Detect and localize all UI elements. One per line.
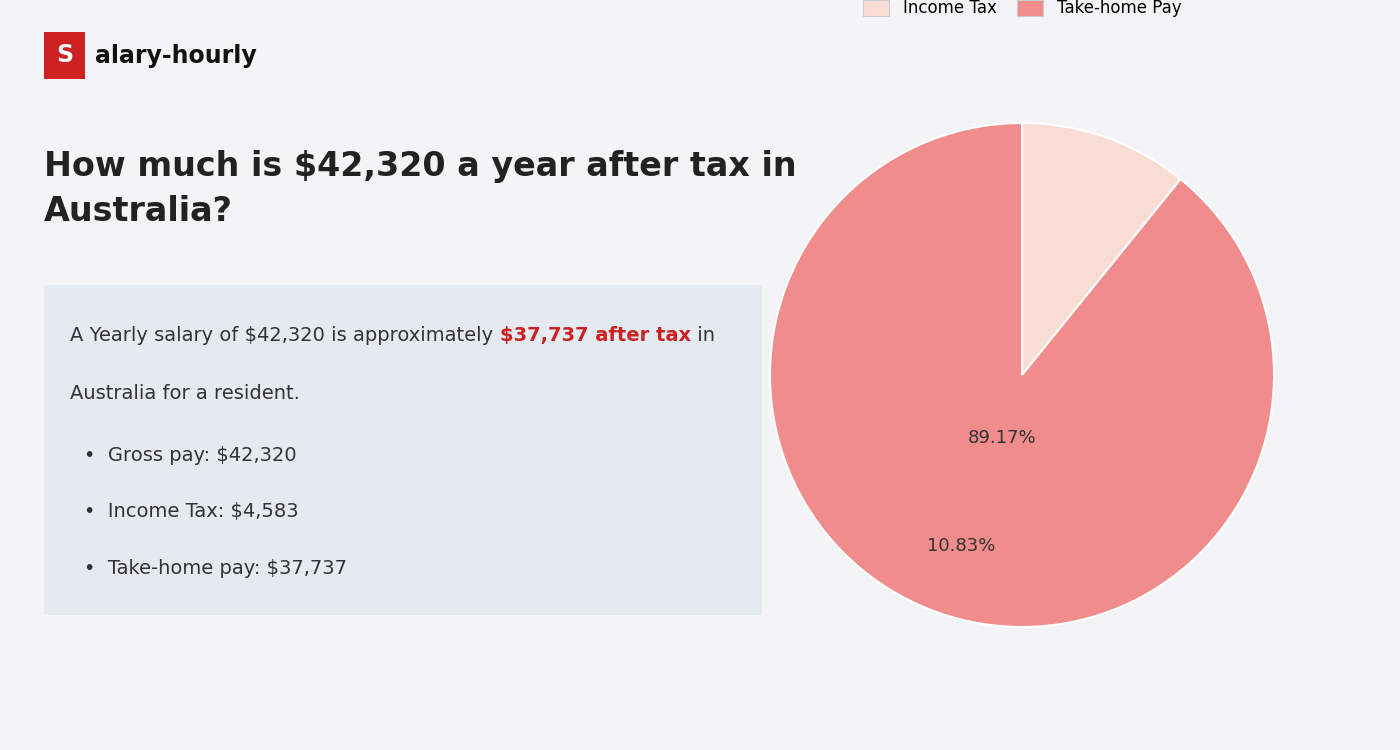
Text: 89.17%: 89.17% bbox=[967, 429, 1036, 447]
Text: S: S bbox=[56, 44, 73, 68]
Wedge shape bbox=[770, 123, 1274, 627]
Text: in: in bbox=[690, 326, 715, 345]
Text: 10.83%: 10.83% bbox=[927, 537, 995, 555]
FancyBboxPatch shape bbox=[43, 32, 85, 79]
Legend: Income Tax, Take-home Pay: Income Tax, Take-home Pay bbox=[855, 0, 1189, 24]
Text: •  Take-home pay: $37,737: • Take-home pay: $37,737 bbox=[84, 559, 347, 578]
Text: •  Income Tax: $4,583: • Income Tax: $4,583 bbox=[84, 503, 298, 521]
Text: $37,737 after tax: $37,737 after tax bbox=[500, 326, 690, 345]
Text: How much is $42,320 a year after tax in
Australia?: How much is $42,320 a year after tax in … bbox=[43, 150, 797, 228]
Wedge shape bbox=[1022, 123, 1180, 375]
Text: A Yearly salary of $42,320 is approximately: A Yearly salary of $42,320 is approximat… bbox=[70, 326, 500, 345]
FancyBboxPatch shape bbox=[43, 285, 762, 615]
Text: alary-hourly: alary-hourly bbox=[95, 44, 256, 68]
Text: Australia for a resident.: Australia for a resident. bbox=[70, 384, 300, 403]
Text: •  Gross pay: $42,320: • Gross pay: $42,320 bbox=[84, 446, 297, 465]
